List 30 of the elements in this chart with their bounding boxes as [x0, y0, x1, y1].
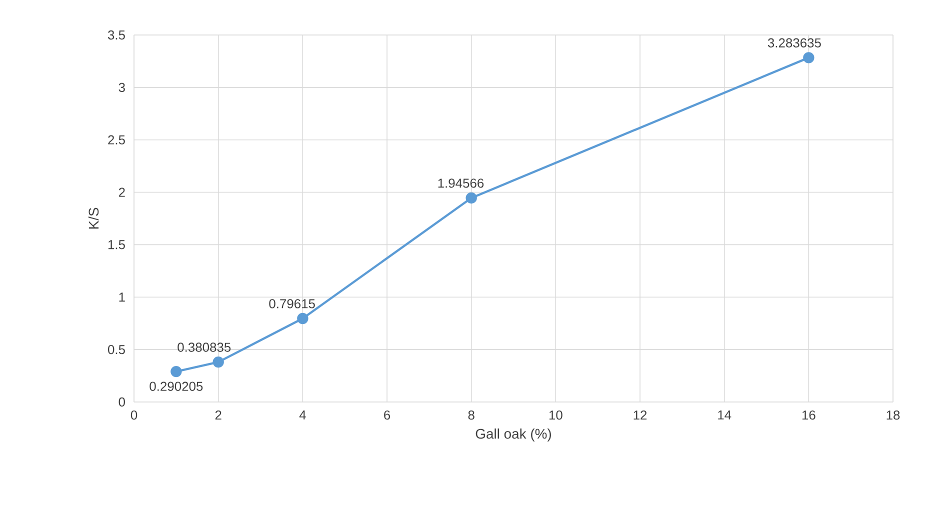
y-axis-title: K/S [88, 208, 99, 229]
x-tick-label: 6 [384, 410, 390, 420]
y-tick-label: 3 [118, 82, 125, 92]
x-tick-label: 0 [130, 410, 138, 420]
point [212, 356, 224, 368]
x-tick-label: 14 [718, 410, 732, 420]
y-tick-label: 3.5 [108, 30, 125, 40]
data-label: 0.79615 [269, 299, 315, 308]
x-tick-label: 4 [299, 410, 306, 420]
x-tick-label: 2 [215, 410, 222, 420]
y-tick-label: 2.5 [108, 135, 125, 144]
y-tick-label: 2 [118, 188, 125, 197]
data-label: 0.380835 [178, 342, 231, 352]
y-tick-label: 0 [118, 397, 125, 407]
point [466, 192, 477, 204]
y-tick-label: 0.5 [108, 344, 125, 354]
x-axis-title: Gall oak (%) [476, 428, 551, 442]
data-label: 1.94566 [438, 178, 484, 188]
data-label: 3.283635 [768, 38, 821, 48]
x-tick-label: 8 [468, 410, 474, 420]
point [297, 312, 308, 324]
x-tick-label: 12 [634, 410, 647, 420]
y-tick-label: 1 [119, 292, 125, 302]
data-label: 0.290205 [150, 382, 203, 391]
point [170, 366, 182, 378]
x-tick-label: 18 [886, 410, 900, 420]
y-tick-label: 1.5 [108, 240, 125, 250]
x-tick-label: 16 [802, 410, 816, 420]
point [803, 52, 814, 64]
x-tick-label: 10 [549, 410, 562, 420]
